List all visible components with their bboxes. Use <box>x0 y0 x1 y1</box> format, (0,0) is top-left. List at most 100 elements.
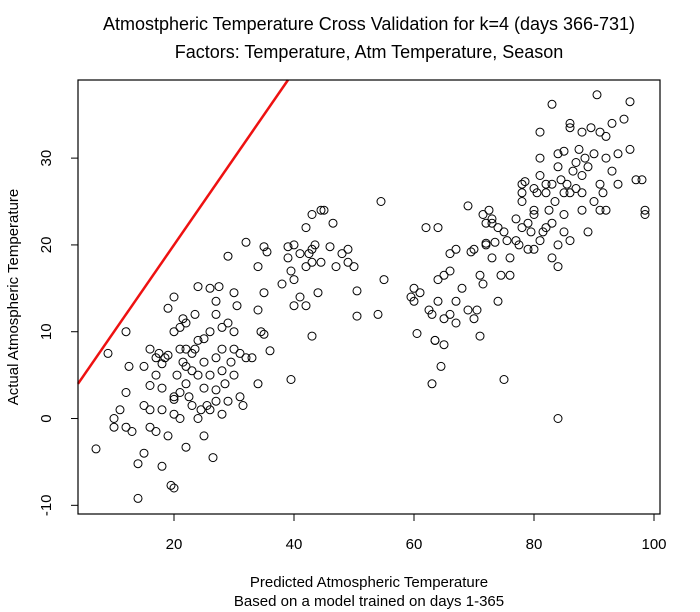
data-point <box>217 409 227 419</box>
data-point <box>313 288 323 298</box>
data-point <box>211 309 221 319</box>
x-axis-sublabel: Based on a model trained on days 1-365 <box>234 593 504 610</box>
data-point <box>463 305 473 315</box>
data-point <box>145 405 155 415</box>
data-point <box>547 179 557 189</box>
data-point <box>139 448 149 458</box>
data-point <box>625 97 635 107</box>
data-point <box>289 240 299 250</box>
chart-subtitle: Factors: Temperature, Atm Temperature, S… <box>175 42 564 62</box>
data-point <box>238 401 248 410</box>
plot-frame <box>77 79 661 515</box>
data-point <box>445 266 455 276</box>
data-point <box>247 353 257 363</box>
data-point <box>316 205 326 215</box>
data-point <box>451 244 461 254</box>
data-point <box>457 283 467 293</box>
data-point <box>127 427 137 436</box>
data-point <box>550 197 560 206</box>
data-point <box>571 184 581 193</box>
data-point <box>259 288 269 298</box>
data-point <box>433 223 443 233</box>
data-point <box>415 288 425 298</box>
data-point <box>487 218 497 228</box>
data-point <box>229 327 239 337</box>
data-point <box>577 188 587 198</box>
data-point <box>265 346 275 356</box>
data-point <box>640 210 650 219</box>
data-point <box>613 149 623 159</box>
data-point <box>511 214 521 224</box>
data-point <box>592 90 602 100</box>
y-tick-label: 10 <box>38 323 55 340</box>
data-point <box>169 292 179 302</box>
data-point <box>307 244 317 254</box>
data-point <box>559 188 569 198</box>
data-point <box>571 158 581 167</box>
data-point <box>157 461 167 471</box>
data-point <box>307 331 317 341</box>
data-point <box>307 210 317 219</box>
data-point <box>469 314 479 324</box>
data-point <box>277 279 287 289</box>
reference-line <box>76 79 290 385</box>
data-point <box>211 353 221 363</box>
data-point <box>502 236 512 246</box>
data-point <box>208 453 218 463</box>
chart-title: Atmostpheric Temperature Cross Validatio… <box>103 14 635 34</box>
data-point <box>559 146 569 156</box>
data-point <box>205 405 215 415</box>
data-point <box>589 197 599 206</box>
data-point <box>439 340 449 350</box>
data-point <box>595 179 605 189</box>
data-point <box>229 288 239 298</box>
data-point <box>517 223 527 233</box>
data-point <box>259 329 269 339</box>
data-point <box>535 127 545 137</box>
data-point <box>217 344 227 354</box>
data-point <box>376 197 386 206</box>
data-point <box>475 270 485 280</box>
data-point <box>553 262 563 272</box>
data-point <box>439 314 449 324</box>
data-point <box>496 270 506 280</box>
data-point <box>145 344 155 354</box>
data-point <box>307 257 317 267</box>
x-tick-label: 20 <box>166 536 183 553</box>
data-point <box>451 318 461 328</box>
data-point <box>490 237 500 247</box>
data-point <box>544 205 554 215</box>
x-tick-label: 80 <box>526 536 543 553</box>
data-point <box>211 396 221 406</box>
data-point <box>223 318 233 328</box>
data-point <box>157 383 167 393</box>
data-point <box>547 99 557 109</box>
data-point <box>493 223 503 233</box>
data-point <box>211 296 221 306</box>
data-point <box>196 405 206 415</box>
data-point <box>343 244 353 254</box>
data-point <box>181 318 191 328</box>
data-point <box>547 218 557 228</box>
data-point <box>523 218 533 228</box>
data-point <box>121 327 131 337</box>
data-point <box>235 392 245 402</box>
data-point <box>205 370 215 380</box>
data-point <box>151 370 161 380</box>
data-point <box>319 205 329 215</box>
data-point <box>478 279 488 289</box>
data-point <box>481 238 491 248</box>
data-point <box>109 422 119 432</box>
data-point <box>565 123 575 133</box>
y-tick-label: 0 <box>38 414 55 422</box>
data-point <box>427 309 437 319</box>
data-point <box>595 205 605 215</box>
data-point <box>589 149 599 159</box>
data-point <box>286 266 296 276</box>
data-point <box>562 179 572 189</box>
data-point <box>145 381 155 390</box>
data-point <box>199 383 209 393</box>
data-point <box>565 118 575 128</box>
data-point <box>553 149 563 159</box>
